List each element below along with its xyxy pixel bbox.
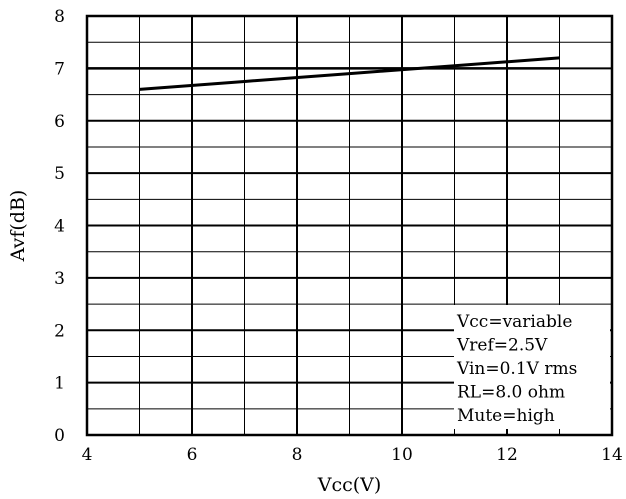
y-tick-label: 5 — [54, 164, 65, 184]
condition-mute: Mute=high — [457, 406, 555, 426]
y-tick-label: 0 — [54, 426, 65, 446]
y-tick-label: 1 — [54, 374, 65, 394]
y-tick-labels: 0 1 2 3 4 5 6 7 8 — [54, 7, 65, 446]
series-group — [139, 56, 560, 91]
y-tick-label: 7 — [54, 59, 65, 79]
conditions-box-background — [454, 305, 610, 429]
x-tick-labels: 4 6 8 10 12 14 — [82, 445, 623, 465]
y-tick-label: 8 — [54, 7, 65, 27]
x-tick-label: 12 — [496, 445, 518, 465]
y-tick-label: 6 — [54, 112, 65, 132]
x-axis-label: Vcc(V) — [317, 474, 382, 496]
x-tick-label: 6 — [187, 445, 198, 465]
plot-frame — [85, 14, 614, 437]
x-tick-label: 10 — [391, 445, 413, 465]
conditions-box: Vcc=variable Vref=2.5V Vin=0.1V rms RL=8… — [454, 305, 610, 429]
y-tick-label: 2 — [54, 321, 65, 341]
y-axis-label: Avf(dB) — [7, 190, 29, 263]
x-tick-label: 4 — [82, 445, 93, 465]
condition-vin: Vin=0.1V rms — [456, 359, 577, 379]
condition-vcc: Vcc=variable — [456, 312, 572, 332]
y-tick-label: 3 — [54, 269, 65, 289]
condition-vref: Vref=2.5V — [456, 336, 548, 356]
x-tick-label: 14 — [601, 445, 623, 465]
condition-rl: RL=8.0 ohm — [457, 383, 565, 403]
x-tick-label: 8 — [292, 445, 303, 465]
y-tick-label: 4 — [54, 217, 65, 237]
